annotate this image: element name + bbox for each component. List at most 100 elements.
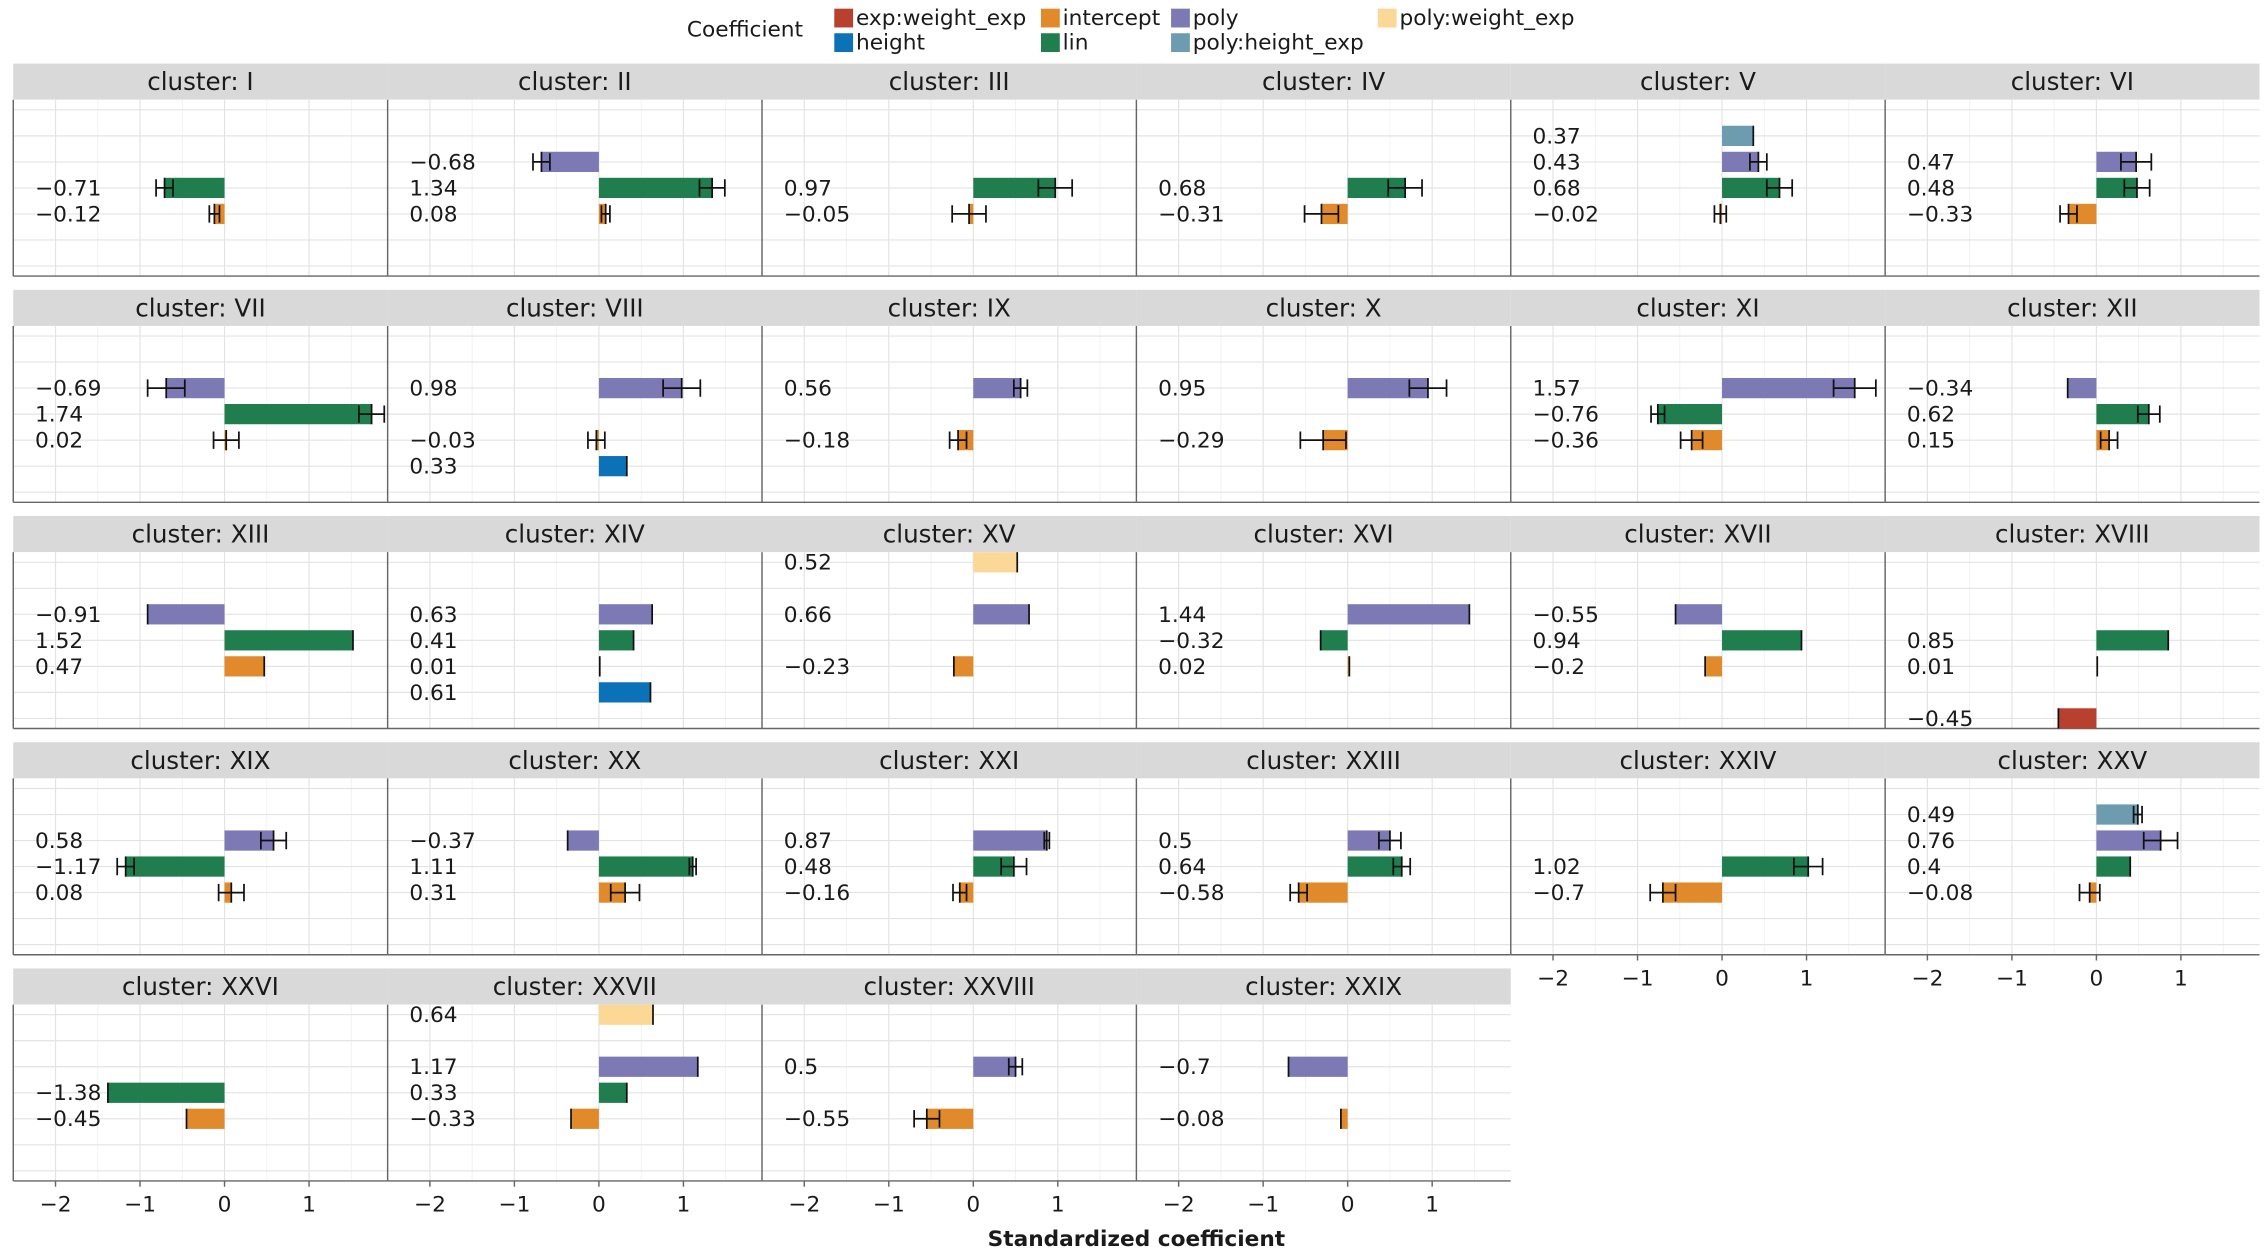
legend-title: Coefficient [687, 17, 803, 42]
bar [1347, 856, 1402, 877]
error-bar [587, 431, 606, 449]
panel-title: cluster: XX [508, 746, 641, 775]
x-tick-label: 1 [677, 1193, 691, 1218]
legend-swatch [1171, 33, 1190, 53]
value-label: −0.7 [1158, 1055, 1211, 1080]
value-label: 0.47 [35, 655, 83, 680]
value-label: −1.17 [35, 855, 101, 880]
bar [1722, 125, 1754, 146]
value-label: 0.87 [784, 829, 832, 854]
bar [973, 552, 1018, 573]
strip [1136, 516, 1511, 553]
error-bar [1793, 857, 1824, 876]
legend-swatch [834, 8, 854, 28]
legend-swatch [1040, 33, 1060, 53]
value-label: 0.31 [409, 881, 457, 906]
value-label: 0.15 [1907, 429, 1955, 454]
bar [2096, 856, 2131, 877]
bar [598, 604, 653, 625]
strip [762, 742, 1137, 779]
panel-title: cluster: XVI [1254, 520, 1394, 549]
strip [1510, 289, 1886, 326]
value-label: 0.01 [1907, 655, 1955, 680]
x-tick-label: 0 [1341, 1193, 1355, 1218]
error-bar [2099, 431, 2119, 449]
value-label: 0.95 [1158, 377, 1206, 402]
x-tick-label: −1 [873, 1193, 905, 1218]
bar [973, 377, 1021, 399]
error-bar [1408, 379, 1448, 397]
error-bar [1007, 1058, 1024, 1076]
panel-title: cluster: VIII [506, 293, 644, 322]
panel-title: cluster: XXIV [1620, 746, 1777, 775]
panel-title: cluster: XIII [132, 520, 270, 549]
value-label: 0.37 [1532, 124, 1580, 149]
panel-title: cluster: II [518, 67, 632, 96]
error-bar [951, 205, 987, 223]
bar [1347, 177, 1406, 199]
bar [598, 682, 651, 703]
panel-title: cluster: XXVI [122, 972, 279, 1001]
bar [1347, 604, 1470, 625]
error-bar [2078, 883, 2101, 902]
value-label: 0.5 [784, 1055, 818, 1080]
error-bar [358, 405, 386, 423]
value-label: 1.44 [1158, 603, 1206, 628]
bar [224, 656, 265, 677]
value-label: −1.38 [35, 1081, 101, 1106]
bar [926, 1108, 974, 1129]
panel-title: cluster: XIX [130, 746, 270, 775]
strip [387, 289, 763, 326]
legend-label: poly:weight_exp [1399, 6, 1574, 31]
panel-title: cluster: VII [135, 293, 265, 322]
value-label: −0.91 [35, 603, 101, 628]
bar [164, 177, 225, 199]
error-bar [913, 1110, 941, 1128]
value-label: 0.48 [784, 855, 832, 880]
error-bar [1387, 179, 1423, 197]
error-bar [662, 379, 702, 397]
value-label: −0.37 [409, 829, 475, 854]
bar [1722, 630, 1802, 651]
value-label: 0.33 [409, 1081, 457, 1106]
x-tick-label: −2 [1911, 966, 1943, 991]
panel-title: cluster: X [1266, 293, 1382, 322]
error-bar [1749, 153, 1768, 171]
error-bar [1289, 883, 1308, 902]
x-tick-label: −2 [40, 1193, 72, 1218]
x-tick-label: 1 [1425, 1193, 1439, 1218]
error-bar [1299, 431, 1347, 449]
error-bar [532, 153, 551, 171]
strip [13, 63, 388, 100]
bar [107, 1082, 225, 1103]
value-label: −0.7 [1532, 881, 1585, 906]
x-tick-label: −2 [788, 1193, 820, 1218]
value-label: 0.33 [409, 455, 457, 480]
value-label: 0.48 [1907, 176, 1955, 201]
value-label: 1.52 [35, 629, 83, 654]
bar [224, 630, 353, 651]
panel-title: cluster: XV [883, 520, 1016, 549]
error-bar [1392, 857, 1412, 876]
error-bar [2123, 179, 2151, 197]
bar [598, 1082, 627, 1103]
bar [1691, 430, 1723, 451]
strip [1885, 289, 2260, 326]
strip [762, 968, 1137, 1005]
error-bar [1378, 831, 1402, 850]
error-bar [1713, 205, 1728, 223]
value-label: −0.68 [409, 150, 475, 175]
panel-title: cluster: VI [2011, 67, 2134, 96]
x-tick-label: 0 [966, 1193, 980, 1218]
value-label: −0.33 [1907, 202, 1973, 227]
error-bar [116, 857, 135, 876]
legend-label: intercept [1063, 6, 1161, 31]
value-label: 0.56 [784, 377, 832, 402]
value-label: 0.02 [35, 429, 83, 454]
value-label: 0.52 [784, 551, 832, 576]
x-tick-label: −1 [124, 1193, 156, 1218]
bar [598, 1056, 698, 1077]
x-tick-label: 1 [1051, 1193, 1065, 1218]
panel-title: cluster: XII [2007, 293, 2138, 322]
x-tick-label: 0 [592, 1193, 606, 1218]
